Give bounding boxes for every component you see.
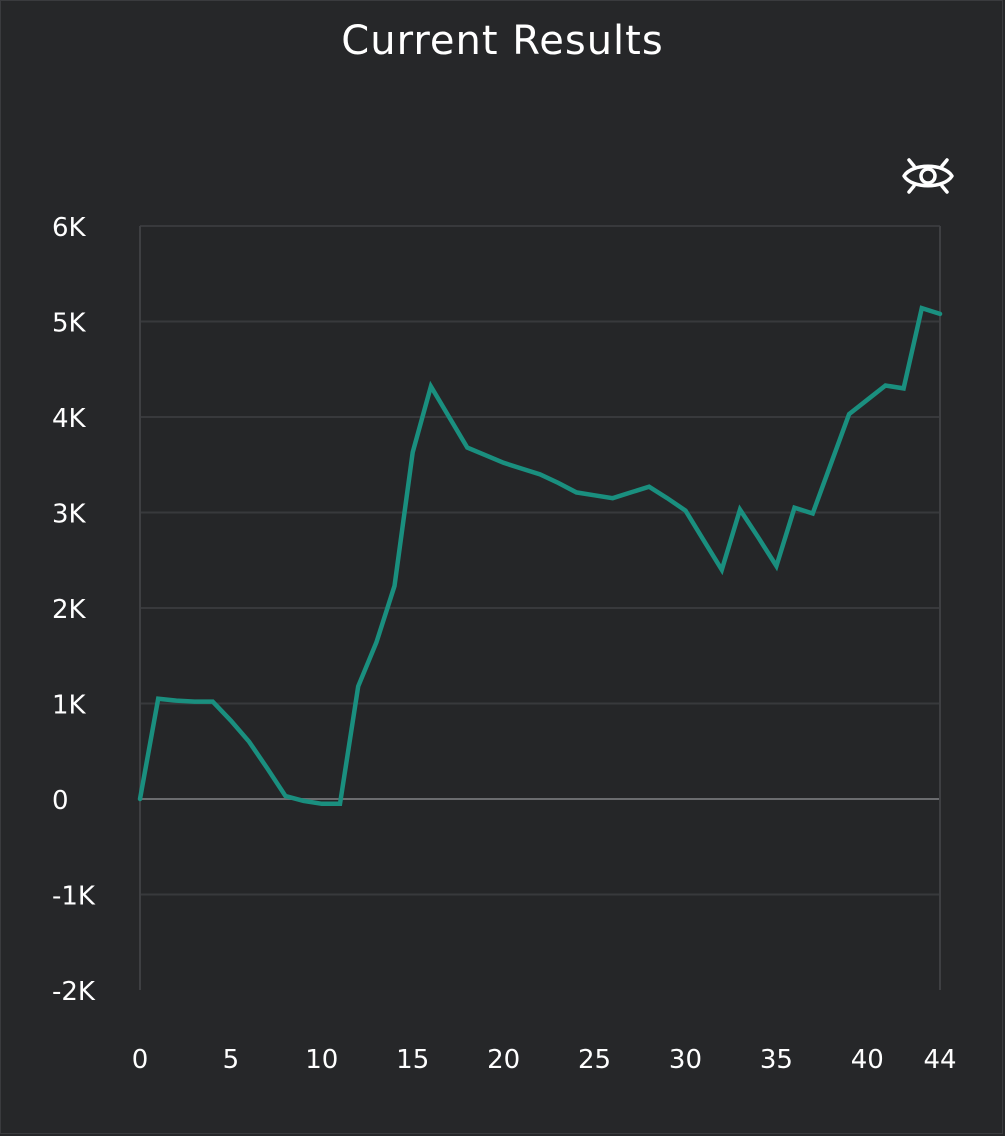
data-point [829,461,833,466]
eye-slash-icon [902,158,954,194]
data-point [338,801,342,806]
data-point [901,386,906,391]
data-point [410,450,415,455]
y-tick-labels: 6K 5K 4K 3K 2K 1K 0 -1K -2K [52,213,96,1007]
x-tick-label: 0 [132,1045,149,1075]
data-point [392,584,397,588]
chart-title: Current Results [341,18,664,64]
data-point [683,508,688,513]
data-point [592,493,597,498]
y-tick-label: 5K [52,309,87,339]
axes [139,226,941,990]
data-point [374,640,379,645]
data-point [665,496,670,500]
x-tick-label: 15 [396,1045,429,1075]
x-tick-label: 30 [669,1045,702,1075]
data-point [138,797,142,801]
data-point [156,696,160,701]
data-point [229,718,233,723]
y-tick-label: 1K [52,691,87,721]
y-tick-label: 3K [52,500,87,530]
data-point [574,490,579,495]
data-point [792,505,797,510]
data-point [647,484,651,489]
x-tick-label: 5 [223,1045,240,1075]
data-point [938,312,942,316]
data-point [556,481,560,485]
y-tick-label: 4K [52,404,87,434]
series-layer [137,305,943,807]
data-point [847,412,851,416]
data-point [738,507,742,512]
data-point [610,496,615,500]
data-point [538,472,542,477]
data-point [447,415,451,419]
data-point [320,801,324,806]
y-tick-label: 6K [52,213,87,243]
data-point [301,799,306,803]
y-tick-label: -1K [52,882,96,912]
data-point [247,739,251,744]
data-point [774,564,779,568]
x-tick-labels: 0 5 10 15 20 25 30 35 40 44 [132,1045,957,1075]
data-point [720,568,724,572]
x-tick-label: 40 [851,1045,884,1075]
x-tick-label: 35 [760,1045,793,1075]
x-tick-label: 25 [578,1045,611,1075]
data-point [883,383,888,388]
data-point [429,384,433,389]
data-point [283,794,288,798]
data-point [265,766,270,771]
data-point [756,535,760,540]
data-point [174,698,179,703]
x-tick-label: 44 [923,1045,956,1075]
data-point [465,445,470,450]
data-point [865,398,870,402]
data-point [920,306,924,310]
data-point [356,684,360,689]
x-tick-label: 20 [487,1045,520,1075]
data-point [701,538,706,542]
data-point [520,466,524,471]
data-point [192,699,197,704]
data-point [483,453,488,458]
y-tick-label: 2K [52,595,87,625]
series-points [138,306,942,806]
y-tick-label: -2K [52,977,96,1007]
data-point [210,699,215,704]
data-point [629,490,633,495]
x-tick-label: 10 [305,1045,338,1075]
data-point [810,511,815,516]
visibility-toggle-button[interactable] [898,152,958,200]
y-tick-label: 0 [52,786,69,816]
data-point [501,461,506,465]
